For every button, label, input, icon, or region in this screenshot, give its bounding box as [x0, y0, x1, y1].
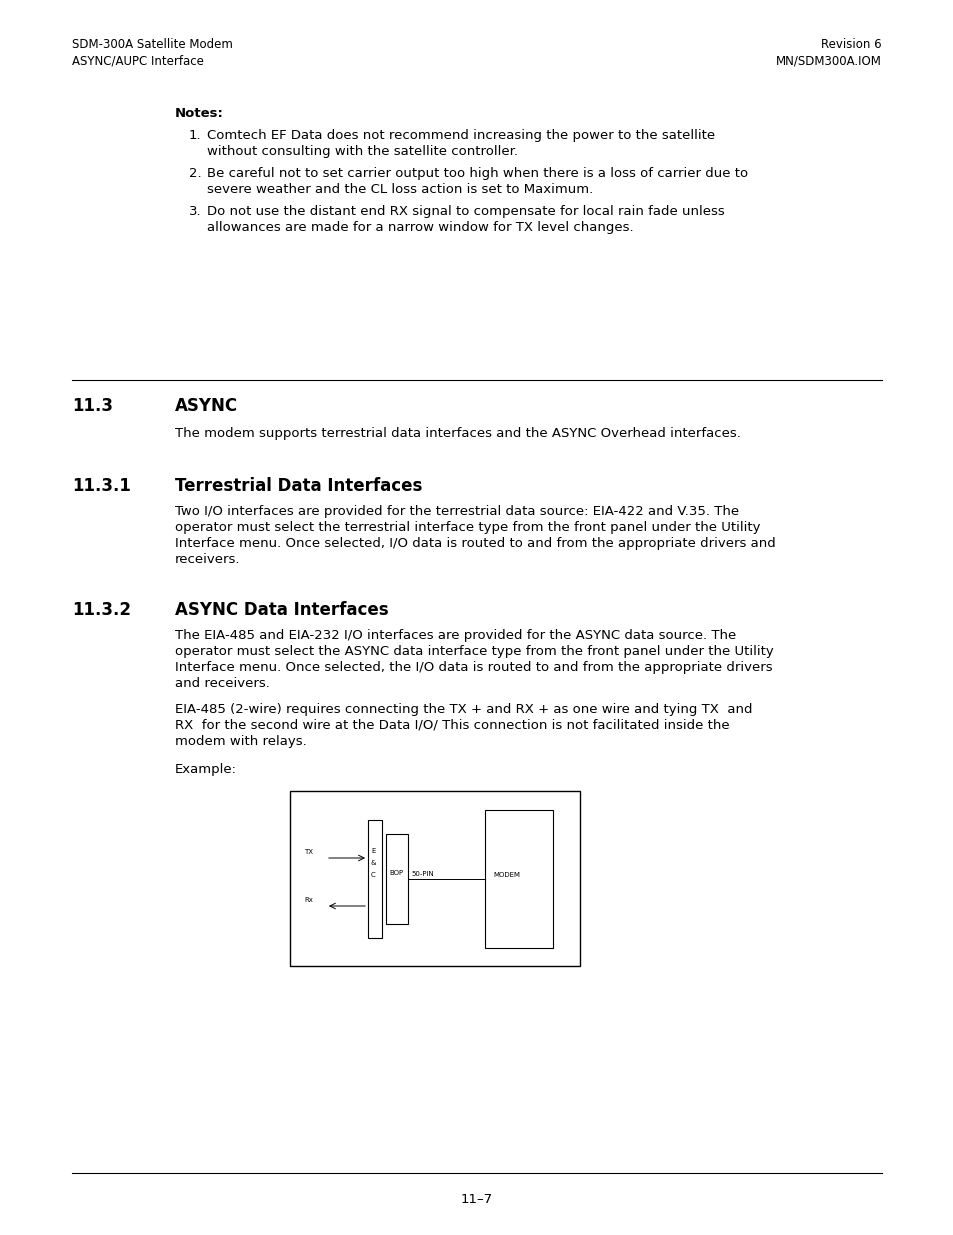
Text: 3.: 3.: [189, 205, 201, 219]
Text: Rx: Rx: [304, 897, 313, 903]
Text: operator must select the ASYNC data interface type from the front panel under th: operator must select the ASYNC data inte…: [174, 645, 773, 658]
Text: 1.: 1.: [189, 128, 201, 142]
Bar: [290, 790, 579, 966]
Text: C: C: [371, 872, 375, 878]
Text: severe weather and the CL loss action is set to Maximum.: severe weather and the CL loss action is…: [207, 183, 593, 196]
Bar: [386, 834, 408, 924]
Bar: [368, 820, 381, 939]
Text: Comtech EF Data does not recommend increasing the power to the satellite: Comtech EF Data does not recommend incre…: [207, 128, 715, 142]
Text: The modem supports terrestrial data interfaces and the ASYNC Overhead interfaces: The modem supports terrestrial data inte…: [174, 427, 740, 440]
Text: MN/SDM300A.IOM: MN/SDM300A.IOM: [776, 54, 882, 67]
Text: 11–7: 11–7: [460, 1193, 493, 1207]
Text: Revision 6: Revision 6: [821, 38, 882, 51]
Text: 11.3.1: 11.3.1: [71, 477, 131, 495]
Text: &: &: [371, 860, 376, 866]
Text: without consulting with the satellite controller.: without consulting with the satellite co…: [207, 144, 517, 158]
Text: Notes:: Notes:: [174, 107, 224, 120]
Text: allowances are made for a narrow window for TX level changes.: allowances are made for a narrow window …: [207, 221, 633, 233]
Text: Interface menu. Once selected, I/O data is routed to and from the appropriate dr: Interface menu. Once selected, I/O data …: [174, 537, 775, 550]
Text: Example:: Example:: [174, 763, 236, 776]
Text: 11.3: 11.3: [71, 396, 112, 415]
Text: operator must select the terrestrial interface type from the front panel under t: operator must select the terrestrial int…: [174, 521, 760, 534]
Text: The EIA-485 and EIA-232 I/O interfaces are provided for the ASYNC data source. T: The EIA-485 and EIA-232 I/O interfaces a…: [174, 629, 736, 642]
Text: SDM-300A Satellite Modem: SDM-300A Satellite Modem: [71, 38, 233, 51]
Text: Terrestrial Data Interfaces: Terrestrial Data Interfaces: [174, 477, 422, 495]
Text: MODEM: MODEM: [493, 872, 519, 878]
Text: Two I/O interfaces are provided for the terrestrial data source: EIA-422 and V.3: Two I/O interfaces are provided for the …: [174, 505, 739, 517]
Text: E: E: [371, 848, 375, 853]
Text: receivers.: receivers.: [174, 553, 240, 566]
Text: BOP: BOP: [389, 869, 403, 876]
Text: ASYNC/AUPC Interface: ASYNC/AUPC Interface: [71, 54, 204, 67]
Text: TX: TX: [304, 848, 313, 855]
Text: Do not use the distant end RX signal to compensate for local rain fade unless: Do not use the distant end RX signal to …: [207, 205, 724, 219]
Text: RX  for the second wire at the Data I/O/ This connection is not facilitated insi: RX for the second wire at the Data I/O/ …: [174, 719, 729, 732]
Text: and receivers.: and receivers.: [174, 677, 270, 690]
Text: Be careful not to set carrier output too high when there is a loss of carrier du: Be careful not to set carrier output too…: [207, 167, 747, 180]
Text: 11.3.2: 11.3.2: [71, 601, 131, 619]
Text: 2.: 2.: [189, 167, 201, 180]
Text: Interface menu. Once selected, the I/O data is routed to and from the appropriat: Interface menu. Once selected, the I/O d…: [174, 661, 772, 674]
Bar: [484, 810, 553, 948]
Text: EIA-485 (2-wire) requires connecting the TX + and RX + as one wire and tying TX : EIA-485 (2-wire) requires connecting the…: [174, 703, 752, 716]
Text: modem with relays.: modem with relays.: [174, 735, 307, 748]
Text: 50-PIN: 50-PIN: [411, 872, 434, 878]
Text: ASYNC: ASYNC: [174, 396, 238, 415]
Text: ASYNC Data Interfaces: ASYNC Data Interfaces: [174, 601, 388, 619]
